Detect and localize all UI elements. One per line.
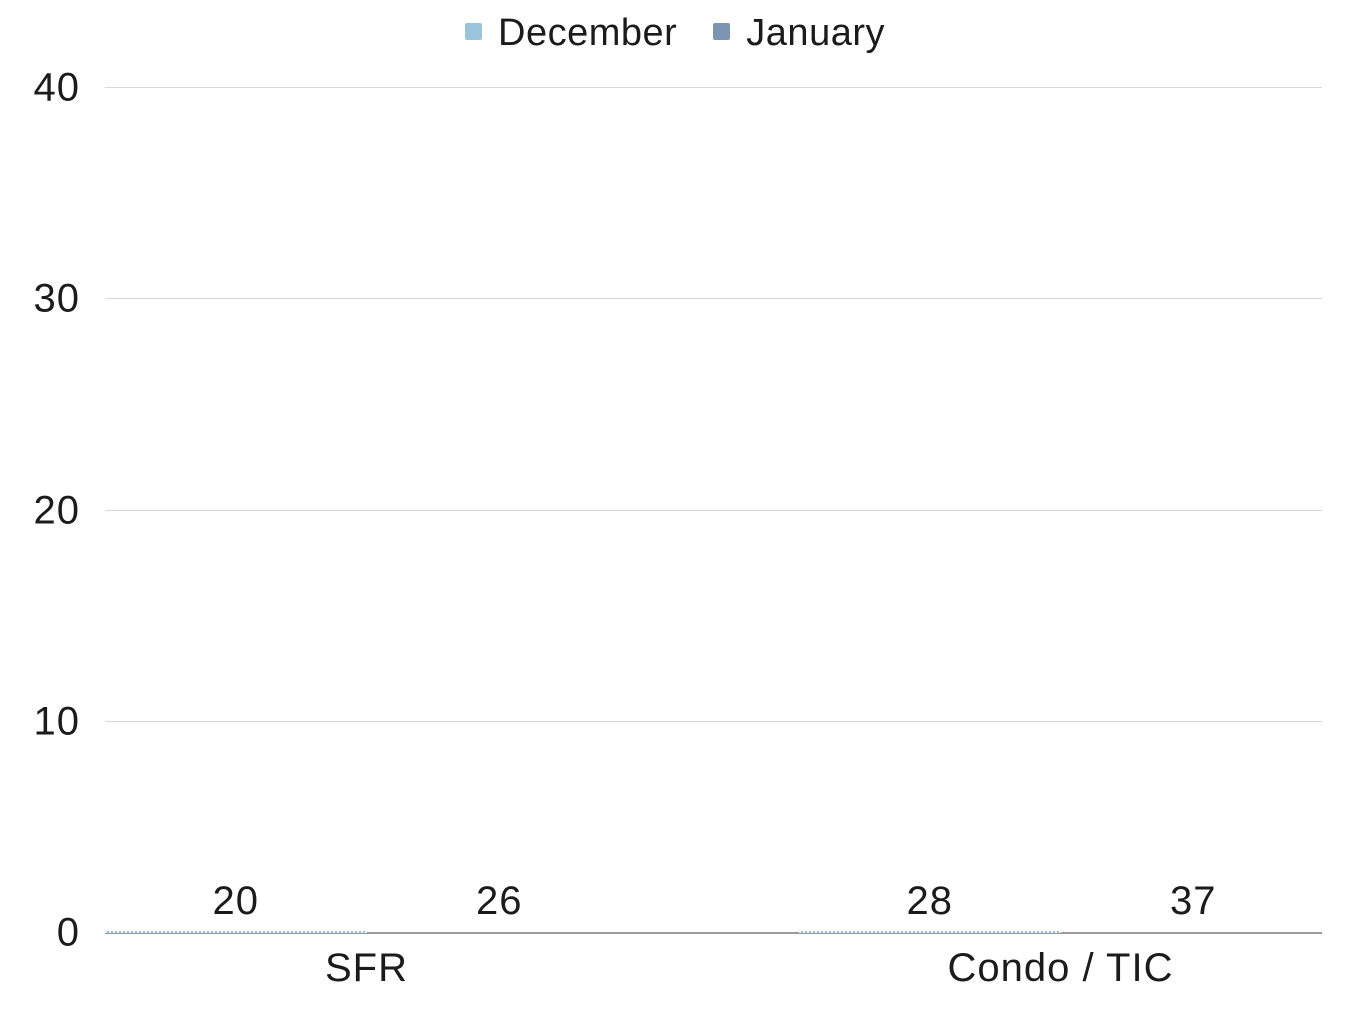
january-swatch-icon xyxy=(713,22,731,40)
bar-value-label-condo-tic-january: 37 xyxy=(1170,879,1217,923)
gridline-10 xyxy=(105,720,1322,722)
gridline-30 xyxy=(105,298,1322,300)
bar-group-sfr: 20 26 xyxy=(105,879,628,933)
x-axis-label-condo-tic: Condo / TIC xyxy=(947,946,1174,990)
y-axis: 40 30 20 10 0 xyxy=(0,66,80,955)
december-swatch-icon xyxy=(465,22,482,40)
legend-label-december: December xyxy=(498,12,678,54)
y-tick-label-20: 20 xyxy=(33,488,80,532)
legend-item-december[interactable]: December xyxy=(465,12,677,55)
legend: December January xyxy=(0,12,1350,55)
y-tick-label-30: 30 xyxy=(33,276,80,321)
plot-area: 20 26 28 37 xyxy=(105,87,1322,934)
bar-value-label-sfr-january: 26 xyxy=(476,879,523,923)
legend-item-january[interactable]: January xyxy=(713,12,885,55)
x-axis-label-sfr: SFR xyxy=(325,946,408,990)
bar-value-label-condo-tic-december: 28 xyxy=(906,879,953,923)
y-tick-label-10: 10 xyxy=(33,699,80,744)
bar-sfr-december[interactable]: 20 xyxy=(105,879,367,933)
gridline-0 xyxy=(105,932,1322,934)
bar-value-label-sfr-december: 20 xyxy=(212,879,259,923)
bar-group-condo-tic: 28 37 xyxy=(799,879,1322,933)
bar-condo-tic-december[interactable]: 28 xyxy=(799,879,1061,933)
y-tick-label-40: 40 xyxy=(33,65,80,110)
y-tick-label-0: 0 xyxy=(56,910,80,955)
gridline-40 xyxy=(105,87,1322,88)
x-axis: SFR Condo / TIC xyxy=(105,946,1322,1006)
gridline-20 xyxy=(105,509,1322,511)
legend-label-january: January xyxy=(746,12,885,54)
